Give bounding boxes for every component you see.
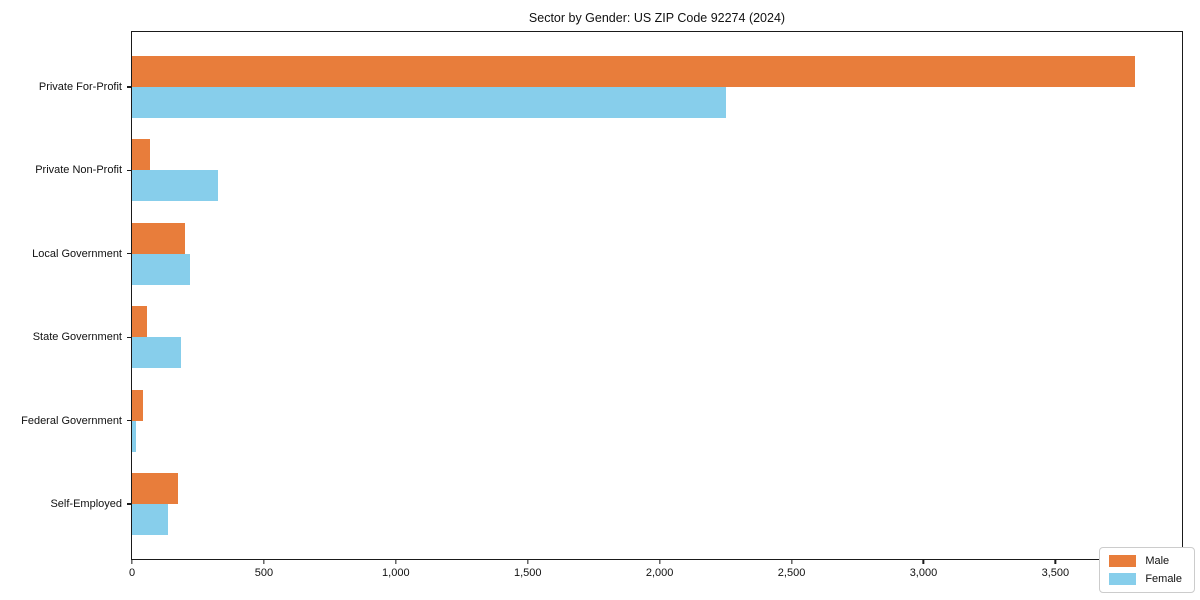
- x-tick-1000: [395, 559, 397, 564]
- x-label-1500: 1,500: [513, 567, 542, 579]
- y-label-state-government: State Government: [32, 331, 122, 344]
- bar-male-state-government: [132, 306, 147, 338]
- x-label-1000: 1,000: [382, 567, 410, 579]
- chart-title: Sector by Gender: US ZIP Code 92274 (202…: [528, 11, 786, 25]
- x-tick-2500: [790, 559, 793, 564]
- bar-female-federal-government: [132, 420, 136, 452]
- y-tick-federal-government: [127, 419, 132, 422]
- x-tick-3000: [922, 559, 925, 564]
- y-tick-state-government: [127, 336, 132, 338]
- x-tick-500: [263, 559, 265, 564]
- x-tick-0: [131, 559, 133, 564]
- x-label-2000: 2,000: [645, 567, 674, 579]
- y-tick-private-for-profit: [127, 86, 132, 88]
- legend-swatch-male-icon: [1109, 555, 1137, 567]
- y-tick-private-non-profit: [127, 169, 132, 172]
- bar-male-private-non-profit: [132, 139, 151, 171]
- legend-item-female: Female: [1109, 573, 1182, 585]
- legend-swatch-female-icon: [1109, 573, 1137, 585]
- bar-male-self-employed: [132, 472, 179, 504]
- y-label-private-for-profit: Private For-Profit: [38, 81, 122, 94]
- bar-male-private-for-profit: [132, 56, 1135, 88]
- x-label-500: 500: [254, 567, 274, 579]
- legend-label-female: Female: [1145, 573, 1182, 585]
- bar-female-private-non-profit: [132, 170, 218, 202]
- y-label-federal-government: Federal Government: [21, 414, 122, 427]
- bar-male-local-government: [132, 222, 185, 254]
- bar-female-private-for-profit: [132, 87, 726, 119]
- legend-item-male: Male: [1109, 555, 1182, 567]
- bar-female-self-employed: [132, 503, 168, 535]
- y-label-private-non-profit: Private Non-Profit: [35, 164, 122, 177]
- x-label-3500: 3,500: [1041, 567, 1070, 579]
- y-label-self-employed: Self-Employed: [50, 497, 122, 510]
- x-label-3000: 3,000: [909, 567, 938, 579]
- plot-area: Private For-Profit Private Non-Profit Loca…: [21, 31, 1183, 579]
- legend-label-male: Male: [1145, 555, 1170, 567]
- y-tick-self-employed: [127, 503, 132, 505]
- x-tick-3500: [1054, 559, 1057, 564]
- y-label-local-government: Local Government: [32, 247, 122, 260]
- bar-female-local-government: [132, 253, 191, 285]
- legend: Male Female: [1099, 547, 1195, 593]
- x-tick-2000: [658, 559, 661, 564]
- x-tick-1500: [527, 559, 529, 564]
- bar-female-state-government: [132, 337, 181, 369]
- y-tick-local-government: [127, 253, 132, 255]
- x-label-0: 0: [128, 567, 136, 579]
- x-label-2500: 2,500: [777, 567, 806, 579]
- bar-male-federal-government: [132, 389, 143, 421]
